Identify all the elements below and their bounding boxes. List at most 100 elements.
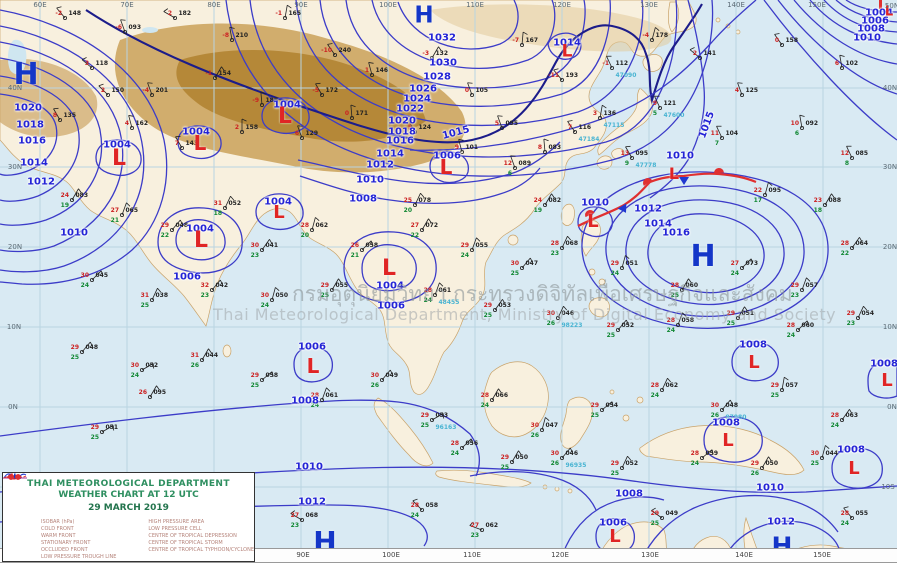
wind-barb [599, 105, 603, 119]
geo-label: 60E [33, 1, 47, 9]
station-plot: 32 042 23 [201, 279, 228, 299]
station-circle [122, 29, 128, 35]
wind-barb-tick [179, 219, 183, 225]
station-pressure: 121 [664, 100, 677, 107]
station-dewpoint: 19 [534, 207, 542, 214]
station-plot: 0 105 [465, 82, 488, 98]
station-circle [299, 517, 305, 523]
station-circle [762, 192, 768, 198]
wind-barb [621, 255, 626, 269]
station-circle [849, 515, 855, 521]
station-pressure: 054 [606, 402, 619, 409]
station-plot: 29 053 25 96163 [421, 412, 457, 431]
isobar-label: 1018 [16, 119, 44, 131]
wind-barb-tick [476, 237, 481, 242]
isobar-label: 1016 [386, 135, 414, 147]
wind-barb [781, 377, 785, 391]
mindanao [588, 297, 610, 318]
wind-barb [511, 450, 519, 463]
station-circle [519, 265, 525, 271]
station-temp: 23 [814, 197, 822, 204]
station-plot: -1 154 [205, 66, 231, 81]
station-circle [489, 397, 495, 403]
station-circle [459, 149, 465, 155]
station-plot: -7 167 [512, 31, 538, 48]
station-dewpoint: 25 [91, 434, 99, 441]
isobar-label: 1004 [865, 7, 893, 19]
station-circle [57, 117, 63, 123]
station-dewpoint: 25 [727, 320, 735, 327]
isobar-label: 1006 [599, 517, 627, 529]
chart-title: WEATHER CHART AT 12 UTC [58, 490, 199, 500]
station-dewpoint: 23 [847, 320, 855, 327]
station-dewpoint: 25 [321, 292, 329, 299]
station-circle [659, 387, 665, 393]
isobar-label: 1016 [18, 135, 46, 147]
station-dewpoint: 25 [651, 520, 659, 527]
isobar-label: 1016 [662, 227, 690, 239]
geo-label: 130E [640, 1, 658, 9]
legend-row: CENTRE OF TROPICAL STORM [8, 474, 254, 546]
isobar-label: 1008 [615, 488, 643, 500]
station-temp: 27 [291, 512, 299, 519]
station-id: 96163 [436, 424, 457, 431]
geo-label: 70E [120, 1, 134, 9]
station-circle [492, 307, 498, 313]
low-pressure-center: L [884, 4, 894, 20]
wind-barb-tick [126, 202, 131, 207]
station-pressure: 078 [419, 197, 432, 204]
station-pressure: 051 [106, 424, 119, 431]
station-plot: 29 048 22 [161, 219, 188, 239]
station-dewpoint: 24 [787, 332, 795, 339]
station-dewpoint: 24 [424, 297, 432, 304]
wind-barb-tick [271, 371, 274, 377]
station-pressure: 065 [126, 207, 139, 214]
station-pressure: 102 [846, 60, 859, 67]
wind-barb [689, 49, 701, 59]
station-circle [119, 212, 125, 218]
station-plot: -2 148 [55, 6, 81, 21]
station-pressure: 085 [856, 150, 869, 157]
station-temp: 29 [251, 372, 259, 379]
legend-item-label: OCCLUDED FRONT [41, 546, 88, 553]
station-circle [822, 202, 828, 208]
station-temp: 4 [735, 87, 739, 94]
station-temp: 27 [731, 260, 739, 267]
station-pressure: 048 [726, 402, 739, 409]
wind-barb [151, 288, 158, 301]
high-pressure-center: H [414, 2, 434, 29]
wind-barb [737, 82, 743, 96]
visayas-2 [598, 278, 606, 286]
station-pressure: 058 [682, 317, 695, 324]
station-temp: 8 [53, 112, 57, 119]
isobar-label: 1008 [857, 23, 885, 35]
wind-barb-tick [221, 66, 225, 72]
station-circle [209, 287, 215, 293]
sumbawa [567, 488, 573, 494]
station-circle [657, 105, 663, 111]
station-pressure: 055 [476, 242, 489, 249]
isobar-label: 1008 [837, 444, 865, 456]
warm-front-semicircle [714, 168, 724, 174]
station-circle [139, 367, 145, 373]
legend-row: WARM FRONT [3, 475, 122, 539]
wind-barb [71, 188, 79, 201]
trough-symbol-icon [3, 474, 27, 479]
wind-barb-tick [689, 47, 695, 51]
station-pressure: 051 [626, 260, 639, 267]
wind-barb [261, 371, 273, 381]
station-plot: 30 041 23 [251, 239, 278, 259]
station-pressure: 052 [622, 322, 635, 329]
station-plot: 29 055 25 [321, 278, 348, 299]
station-temp: 8 [538, 144, 542, 151]
station-plot: 27 073 24 [731, 258, 758, 277]
station-plot: 31 038 25 [141, 287, 169, 309]
low-pressure-center: L [748, 352, 760, 373]
wind-barb [544, 193, 552, 206]
legend-columns: ISOBAR (hPa) COLD FRONT WARM FRONT STATIONA… [3, 473, 254, 560]
station-temp: 28 [551, 240, 559, 247]
station-circle [519, 42, 525, 48]
station-pressure: 038 [156, 292, 169, 299]
